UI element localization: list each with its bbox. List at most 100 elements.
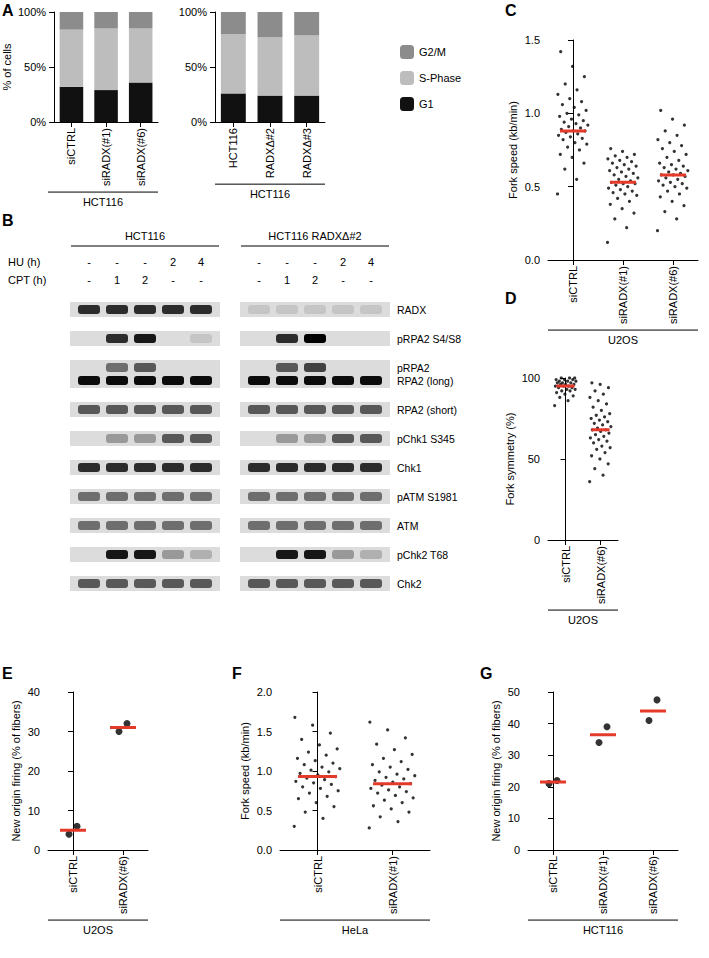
svg-text:G1: G1 — [419, 98, 434, 110]
svg-text:0.5: 0.5 — [257, 805, 272, 817]
svg-text:10: 10 — [28, 805, 40, 817]
svg-text:HU (h): HU (h) — [8, 256, 40, 268]
svg-text:-: - — [143, 256, 147, 268]
svg-text:20: 20 — [28, 765, 40, 777]
svg-text:G2/M: G2/M — [419, 46, 446, 58]
svg-text:siRADX(#6): siRADX(#6) — [595, 546, 607, 604]
svg-text:50: 50 — [528, 453, 540, 465]
svg-text:-: - — [171, 274, 175, 286]
svg-text:Fork speed (kb/min): Fork speed (kb/min) — [239, 722, 251, 820]
svg-text:30: 30 — [508, 749, 520, 761]
svg-text:siCTRL: siCTRL — [547, 856, 559, 893]
svg-text:siRADX(#1): siRADX(#1) — [597, 856, 609, 914]
svg-text:-: - — [87, 256, 91, 268]
svg-text:siRADX(#6): siRADX(#6) — [647, 856, 659, 914]
svg-text:U2OS: U2OS — [608, 334, 638, 346]
svg-text:30: 30 — [28, 726, 40, 738]
svg-text:-: - — [341, 274, 345, 286]
svg-text:-: - — [313, 256, 317, 268]
svg-text:HCT116: HCT116 — [227, 128, 239, 168]
svg-text:RPA2 (long): RPA2 (long) — [397, 375, 453, 387]
svg-text:10: 10 — [508, 812, 520, 824]
svg-text:0: 0 — [534, 534, 540, 546]
svg-text:siRADX(#1): siRADX(#1) — [617, 266, 629, 324]
svg-text:50%: 50% — [185, 61, 207, 73]
svg-text:-: - — [199, 274, 203, 286]
svg-text:pRPA2: pRPA2 — [397, 362, 430, 374]
svg-text:RADXΔ#3: RADXΔ#3 — [301, 128, 313, 178]
svg-text:1.0: 1.0 — [257, 765, 272, 777]
svg-text:Chk1: Chk1 — [397, 462, 422, 474]
svg-text:0%: 0% — [191, 116, 207, 128]
svg-text:HCT116: HCT116 — [583, 924, 623, 936]
svg-text:0.0: 0.0 — [257, 844, 272, 856]
svg-text:50%: 50% — [24, 61, 46, 73]
svg-text:2: 2 — [340, 256, 346, 268]
svg-text:40: 40 — [28, 686, 40, 698]
svg-text:siCTRL: siCTRL — [560, 546, 572, 583]
svg-text:100: 100 — [522, 372, 540, 384]
svg-text:-: - — [87, 274, 91, 286]
svg-text:New origin firing (% of fibers: New origin firing (% of fibers) — [10, 700, 22, 841]
svg-text:siRADX(#6): siRADX(#6) — [667, 266, 679, 324]
svg-text:-: - — [115, 256, 119, 268]
svg-text:siCTRL: siCTRL — [65, 128, 77, 165]
svg-text:siCTRL: siCTRL — [312, 856, 324, 893]
svg-text:20: 20 — [508, 781, 520, 793]
svg-text:RADX: RADX — [397, 304, 426, 316]
svg-text:50: 50 — [508, 686, 520, 698]
svg-text:0%: 0% — [30, 116, 46, 128]
svg-text:-: - — [369, 274, 373, 286]
svg-text:-: - — [257, 274, 261, 286]
svg-text:pATM S1981: pATM S1981 — [397, 491, 458, 503]
svg-text:40: 40 — [508, 718, 520, 730]
svg-text:1: 1 — [114, 274, 120, 286]
svg-text:1: 1 — [284, 274, 290, 286]
svg-text:4: 4 — [198, 256, 204, 268]
svg-text:HeLa: HeLa — [342, 924, 369, 936]
svg-text:0.5: 0.5 — [525, 181, 540, 193]
svg-text:HCT116: HCT116 — [250, 188, 290, 200]
svg-text:pRPA2 S4/S8: pRPA2 S4/S8 — [397, 333, 461, 345]
svg-text:U2OS: U2OS — [568, 614, 598, 626]
svg-text:HCT116 RADXΔ#2: HCT116 RADXΔ#2 — [268, 230, 361, 242]
svg-text:D: D — [505, 290, 517, 307]
svg-text:HCT116: HCT116 — [125, 230, 165, 242]
svg-text:1.5: 1.5 — [257, 726, 272, 738]
svg-text:4: 4 — [368, 256, 374, 268]
svg-text:siRADX(#6): siRADX(#6) — [135, 128, 147, 186]
svg-text:CPT (h): CPT (h) — [8, 274, 46, 286]
svg-text:1.0: 1.0 — [525, 107, 540, 119]
svg-text:0.0: 0.0 — [525, 254, 540, 266]
svg-text:100%: 100% — [18, 6, 46, 18]
svg-text:0: 0 — [514, 844, 520, 856]
svg-text:C: C — [505, 2, 517, 19]
svg-text:0: 0 — [34, 844, 40, 856]
svg-text:RADXΔ#2: RADXΔ#2 — [264, 128, 276, 178]
svg-text:S-Phase: S-Phase — [419, 72, 461, 84]
svg-text:siRADX(#1): siRADX(#1) — [387, 856, 399, 914]
svg-text:F: F — [232, 665, 242, 682]
svg-text:pChk1 S345: pChk1 S345 — [397, 433, 455, 445]
svg-text:ATM: ATM — [397, 520, 418, 532]
svg-text:pChk2 T68: pChk2 T68 — [397, 549, 448, 561]
svg-text:2: 2 — [170, 256, 176, 268]
svg-text:Fork speed (kb/min): Fork speed (kb/min) — [507, 101, 519, 199]
svg-text:% of cells: % of cells — [1, 43, 13, 91]
svg-text:New origin firing (% of fibers: New origin firing (% of fibers) — [490, 700, 502, 841]
svg-text:100%: 100% — [179, 6, 207, 18]
svg-text:HCT116: HCT116 — [83, 196, 123, 208]
svg-text:RPA2 (short): RPA2 (short) — [397, 404, 457, 416]
svg-text:2.0: 2.0 — [257, 686, 272, 698]
svg-text:siCTRL: siCTRL — [67, 856, 79, 893]
svg-text:2: 2 — [312, 274, 318, 286]
svg-text:U2OS: U2OS — [83, 924, 113, 936]
svg-text:2: 2 — [142, 274, 148, 286]
svg-text:G: G — [480, 665, 492, 682]
svg-text:siCTRL: siCTRL — [567, 266, 579, 303]
svg-text:Fork symmetry (%): Fork symmetry (%) — [504, 413, 516, 506]
svg-text:1.5: 1.5 — [525, 34, 540, 46]
svg-text:siRADX(#1): siRADX(#1) — [100, 128, 112, 186]
svg-text:Chk2: Chk2 — [397, 578, 422, 590]
svg-text:B: B — [2, 212, 14, 229]
